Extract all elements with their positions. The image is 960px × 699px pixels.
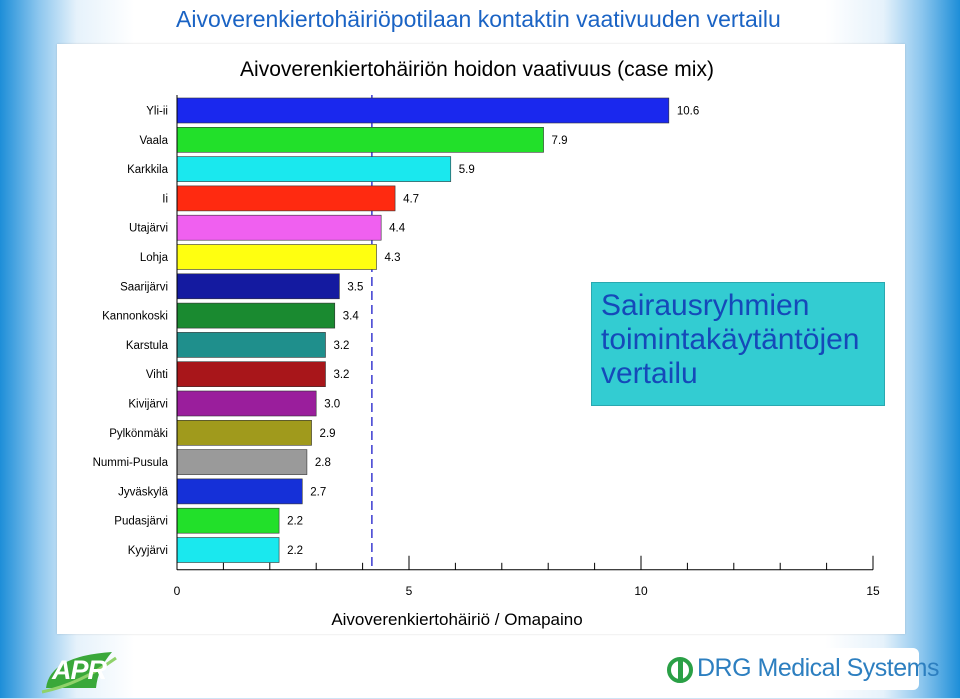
value-label: 3.2 bbox=[333, 340, 349, 352]
bar-vihti bbox=[176, 361, 326, 388]
drg-logo-icon bbox=[667, 657, 693, 683]
x-tick-label: 0 bbox=[174, 584, 181, 598]
bar-lohja bbox=[176, 244, 377, 270]
category-label: Saarijärvi bbox=[120, 281, 168, 293]
x-axis-label: Aivoverenkiertohäiriö / Omapaino bbox=[331, 610, 582, 629]
value-label: 7.9 bbox=[552, 135, 568, 147]
value-label: 4.3 bbox=[385, 252, 401, 264]
x-tick-label: 15 bbox=[866, 584, 880, 598]
bar-yli-ii bbox=[176, 97, 670, 124]
bar-utajärvi bbox=[176, 214, 382, 241]
callout-text: Sairausryhmien toimintakäytäntöjen verta… bbox=[601, 289, 860, 390]
x-tick-label: 10 bbox=[634, 584, 648, 598]
category-label: Kyyjärvi bbox=[128, 545, 168, 557]
bar-ii bbox=[176, 185, 396, 212]
value-label: 3.4 bbox=[343, 311, 360, 323]
value-label: 3.0 bbox=[324, 399, 340, 411]
bar-nummi-pusula bbox=[176, 449, 308, 475]
bars-group: Yli-ii 10.6 Vaala 7.9 Karkkila 5.9 Ii 4.7 Utajär… bbox=[93, 95, 699, 570]
x-tick-label: 5 bbox=[406, 584, 413, 598]
value-label: 2.2 bbox=[287, 545, 303, 557]
category-label: Kannonkoski bbox=[102, 311, 168, 323]
value-label: 4.7 bbox=[403, 193, 419, 205]
value-label: 2.9 bbox=[320, 428, 336, 440]
bar-kivijärvi bbox=[176, 390, 317, 417]
value-label: 10.6 bbox=[677, 106, 699, 118]
category-label: Karstula bbox=[126, 340, 169, 352]
category-label: Pylkönmäki bbox=[109, 428, 168, 440]
bar-kannonkoski bbox=[176, 302, 336, 329]
drg-logo bbox=[657, 648, 919, 690]
category-label: Vaala bbox=[139, 135, 168, 147]
apr-logo-text: APR bbox=[52, 655, 107, 685]
bar-vaala bbox=[176, 127, 544, 153]
bar-karstula bbox=[176, 332, 326, 358]
bar-karkkila bbox=[176, 156, 452, 182]
value-label: 2.2 bbox=[287, 516, 303, 528]
category-label: Yli-ii bbox=[146, 106, 168, 118]
bar-pudasjärvi bbox=[176, 507, 280, 534]
category-label: Ii bbox=[162, 193, 168, 205]
value-label: 2.7 bbox=[310, 486, 326, 498]
category-label: Kivijärvi bbox=[128, 399, 168, 411]
category-label: Utajärvi bbox=[129, 223, 168, 235]
category-label: Karkkila bbox=[127, 164, 169, 176]
category-label: Pudasjärvi bbox=[114, 516, 168, 528]
category-label: Jyväskylä bbox=[118, 486, 168, 498]
category-label: Nummi-Pusula bbox=[93, 457, 169, 469]
value-label: 3.2 bbox=[333, 369, 349, 381]
value-label: 5.9 bbox=[459, 164, 475, 176]
x-axis: 0 5 10 15 bbox=[174, 95, 880, 598]
category-label: Lohja bbox=[140, 252, 169, 264]
value-label: 2.8 bbox=[315, 457, 331, 469]
drg-logo-text: DRG Medical Systems bbox=[697, 654, 939, 682]
bar-jyväskylä bbox=[176, 478, 303, 505]
category-label: Vihti bbox=[146, 369, 168, 381]
bar-kyyjärvi bbox=[176, 537, 280, 563]
slide-title: Aivoverenkiertohäiriöpotilaan kontaktin … bbox=[176, 6, 781, 32]
callout-box: Sairausryhmien toimintakäytäntöjen verta… bbox=[591, 282, 885, 406]
chart-title: Aivoverenkiertohäiriön hoidon vaativuus … bbox=[240, 58, 714, 81]
apr-logo bbox=[40, 648, 120, 694]
value-label: 4.4 bbox=[389, 223, 406, 235]
bar-saarijärvi bbox=[176, 273, 340, 300]
value-label: 3.5 bbox=[347, 281, 363, 293]
bar-pylkönmäki bbox=[176, 419, 312, 446]
